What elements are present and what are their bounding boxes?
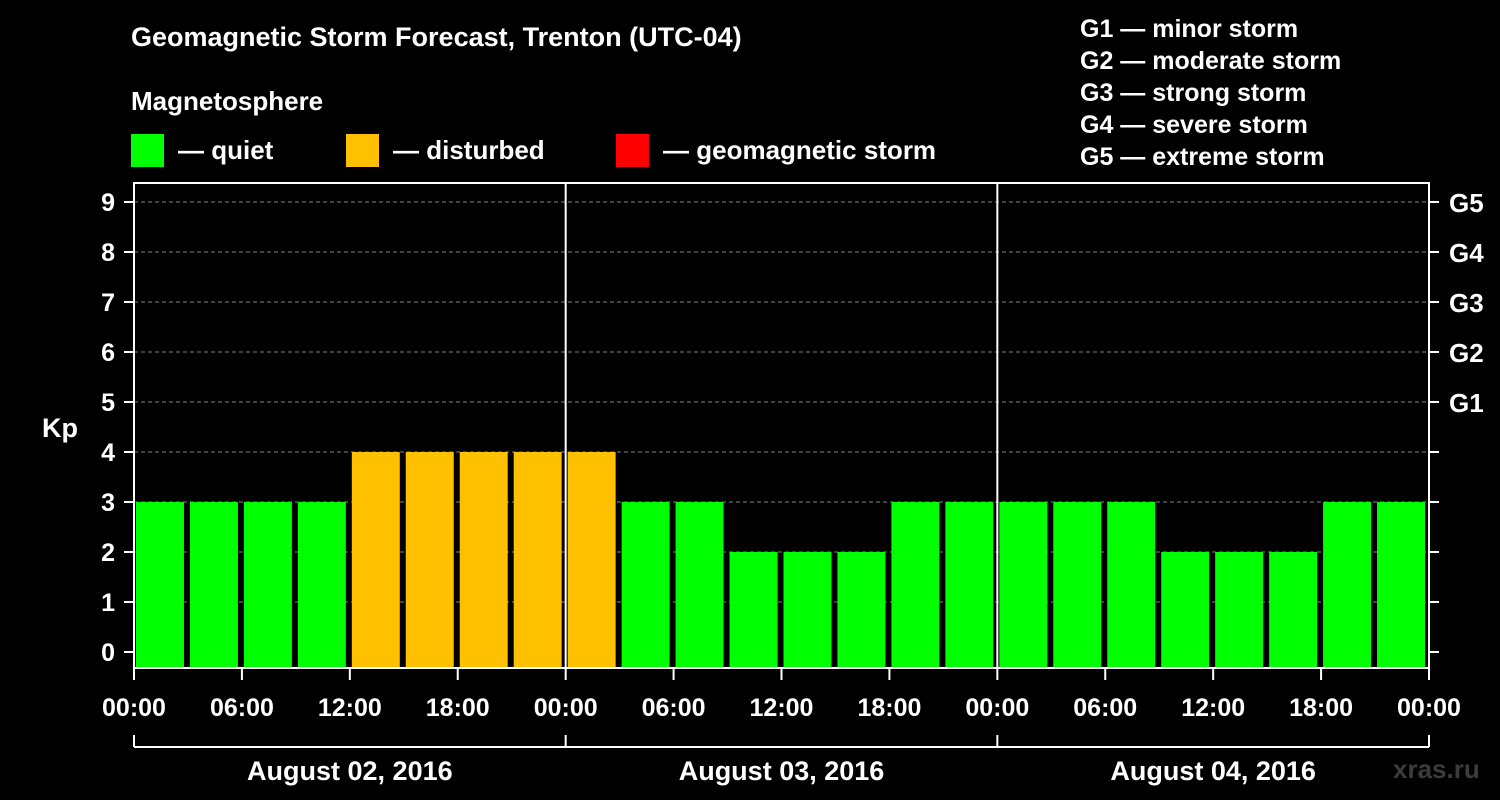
kp-bar [567, 452, 616, 668]
kp-bar [1215, 552, 1264, 668]
x-tick-label: 18:00 [1289, 694, 1353, 722]
kp-bar [459, 452, 508, 668]
g-scale-label: G4 [1449, 238, 1484, 268]
y-tick-label: 7 [101, 289, 115, 317]
x-tick-label: 12:00 [1181, 694, 1245, 722]
kp-bar [297, 502, 346, 668]
storm-scale-g1: G1 — minor storm [1080, 15, 1299, 43]
kp-bar [1269, 552, 1318, 668]
storm-scale-list: G1 — minor storm G2 — moderate storm G3 … [1080, 13, 1341, 173]
kp-bar [999, 502, 1048, 668]
legend-item-disturbed: — disturbed [346, 133, 545, 167]
storm-scale-g5: G5 — extreme storm [1080, 143, 1325, 171]
kp-bar [783, 552, 832, 668]
chart-title: Geomagnetic Storm Forecast, Trenton (UTC… [131, 22, 742, 52]
y-axis-label: Kp [42, 413, 78, 443]
g-scale-label: G1 [1449, 388, 1484, 418]
legend-label-storm: — geomagnetic storm [663, 134, 937, 165]
kp-bar [1107, 502, 1156, 668]
g-scale-label: G2 [1449, 338, 1484, 368]
y-tick-label: 8 [101, 239, 115, 267]
storm-swatch [616, 133, 649, 167]
kp-bar [675, 502, 724, 668]
x-tick-label: 18:00 [426, 694, 490, 722]
kp-bar [189, 502, 238, 668]
kp-bar [1323, 502, 1372, 668]
day-label: August 03, 2016 [679, 756, 885, 786]
kp-bar [243, 502, 292, 668]
kp-bar [513, 452, 562, 668]
x-tick-label: 06:00 [642, 694, 706, 722]
x-tick-label: 00:00 [965, 694, 1029, 722]
y-tick-label: 5 [101, 389, 115, 417]
storm-scale-g3: G3 — strong storm [1080, 79, 1307, 107]
magnetosphere-label: Magnetosphere [131, 86, 324, 116]
x-tick-label: 06:00 [1073, 694, 1137, 722]
day-label: August 02, 2016 [247, 756, 453, 786]
g-scale-label: G3 [1449, 288, 1484, 318]
kp-bar [891, 502, 940, 668]
kp-bar [1053, 502, 1102, 668]
x-tick-label: 18:00 [857, 694, 921, 722]
storm-scale-g4: G4 — severe storm [1080, 111, 1308, 139]
storm-scale-g2: G2 — moderate storm [1080, 47, 1342, 75]
y-tick-label: 4 [101, 439, 115, 467]
disturbed-swatch [346, 133, 379, 167]
kp-bar [729, 552, 778, 668]
kp-bar [621, 502, 670, 668]
y-tick-label: 1 [101, 589, 115, 617]
kp-bar [351, 452, 400, 668]
x-tick-label: 06:00 [210, 694, 274, 722]
y-tick-label: 6 [101, 339, 115, 367]
kp-bar [405, 452, 454, 668]
watermark: xras.ru [1393, 754, 1480, 784]
kp-bar [136, 502, 184, 668]
x-tick-label: 12:00 [750, 694, 814, 722]
kp-bar [837, 552, 886, 668]
x-tick-label: 12:00 [318, 694, 382, 722]
legend-label-disturbed: — disturbed [393, 134, 545, 165]
x-tick-label: 00:00 [1397, 694, 1461, 722]
kp-bar [945, 502, 994, 668]
kp-bar [1377, 502, 1425, 668]
y-tick-label: 9 [101, 189, 115, 217]
quiet-swatch [131, 133, 164, 167]
x-tick-label: 00:00 [534, 694, 598, 722]
legend-item-quiet: — quiet [131, 133, 273, 167]
legend-item-storm: — geomagnetic storm [616, 133, 936, 167]
legend-label-quiet: — quiet [178, 134, 274, 165]
g-scale-label: G5 [1449, 188, 1484, 218]
x-tick-label: 00:00 [102, 694, 166, 722]
kp-bar [1161, 552, 1210, 668]
y-tick-label: 3 [101, 489, 115, 517]
day-label: August 04, 2016 [1110, 756, 1316, 786]
y-tick-label: 2 [101, 539, 115, 567]
y-tick-label: 0 [101, 639, 115, 667]
